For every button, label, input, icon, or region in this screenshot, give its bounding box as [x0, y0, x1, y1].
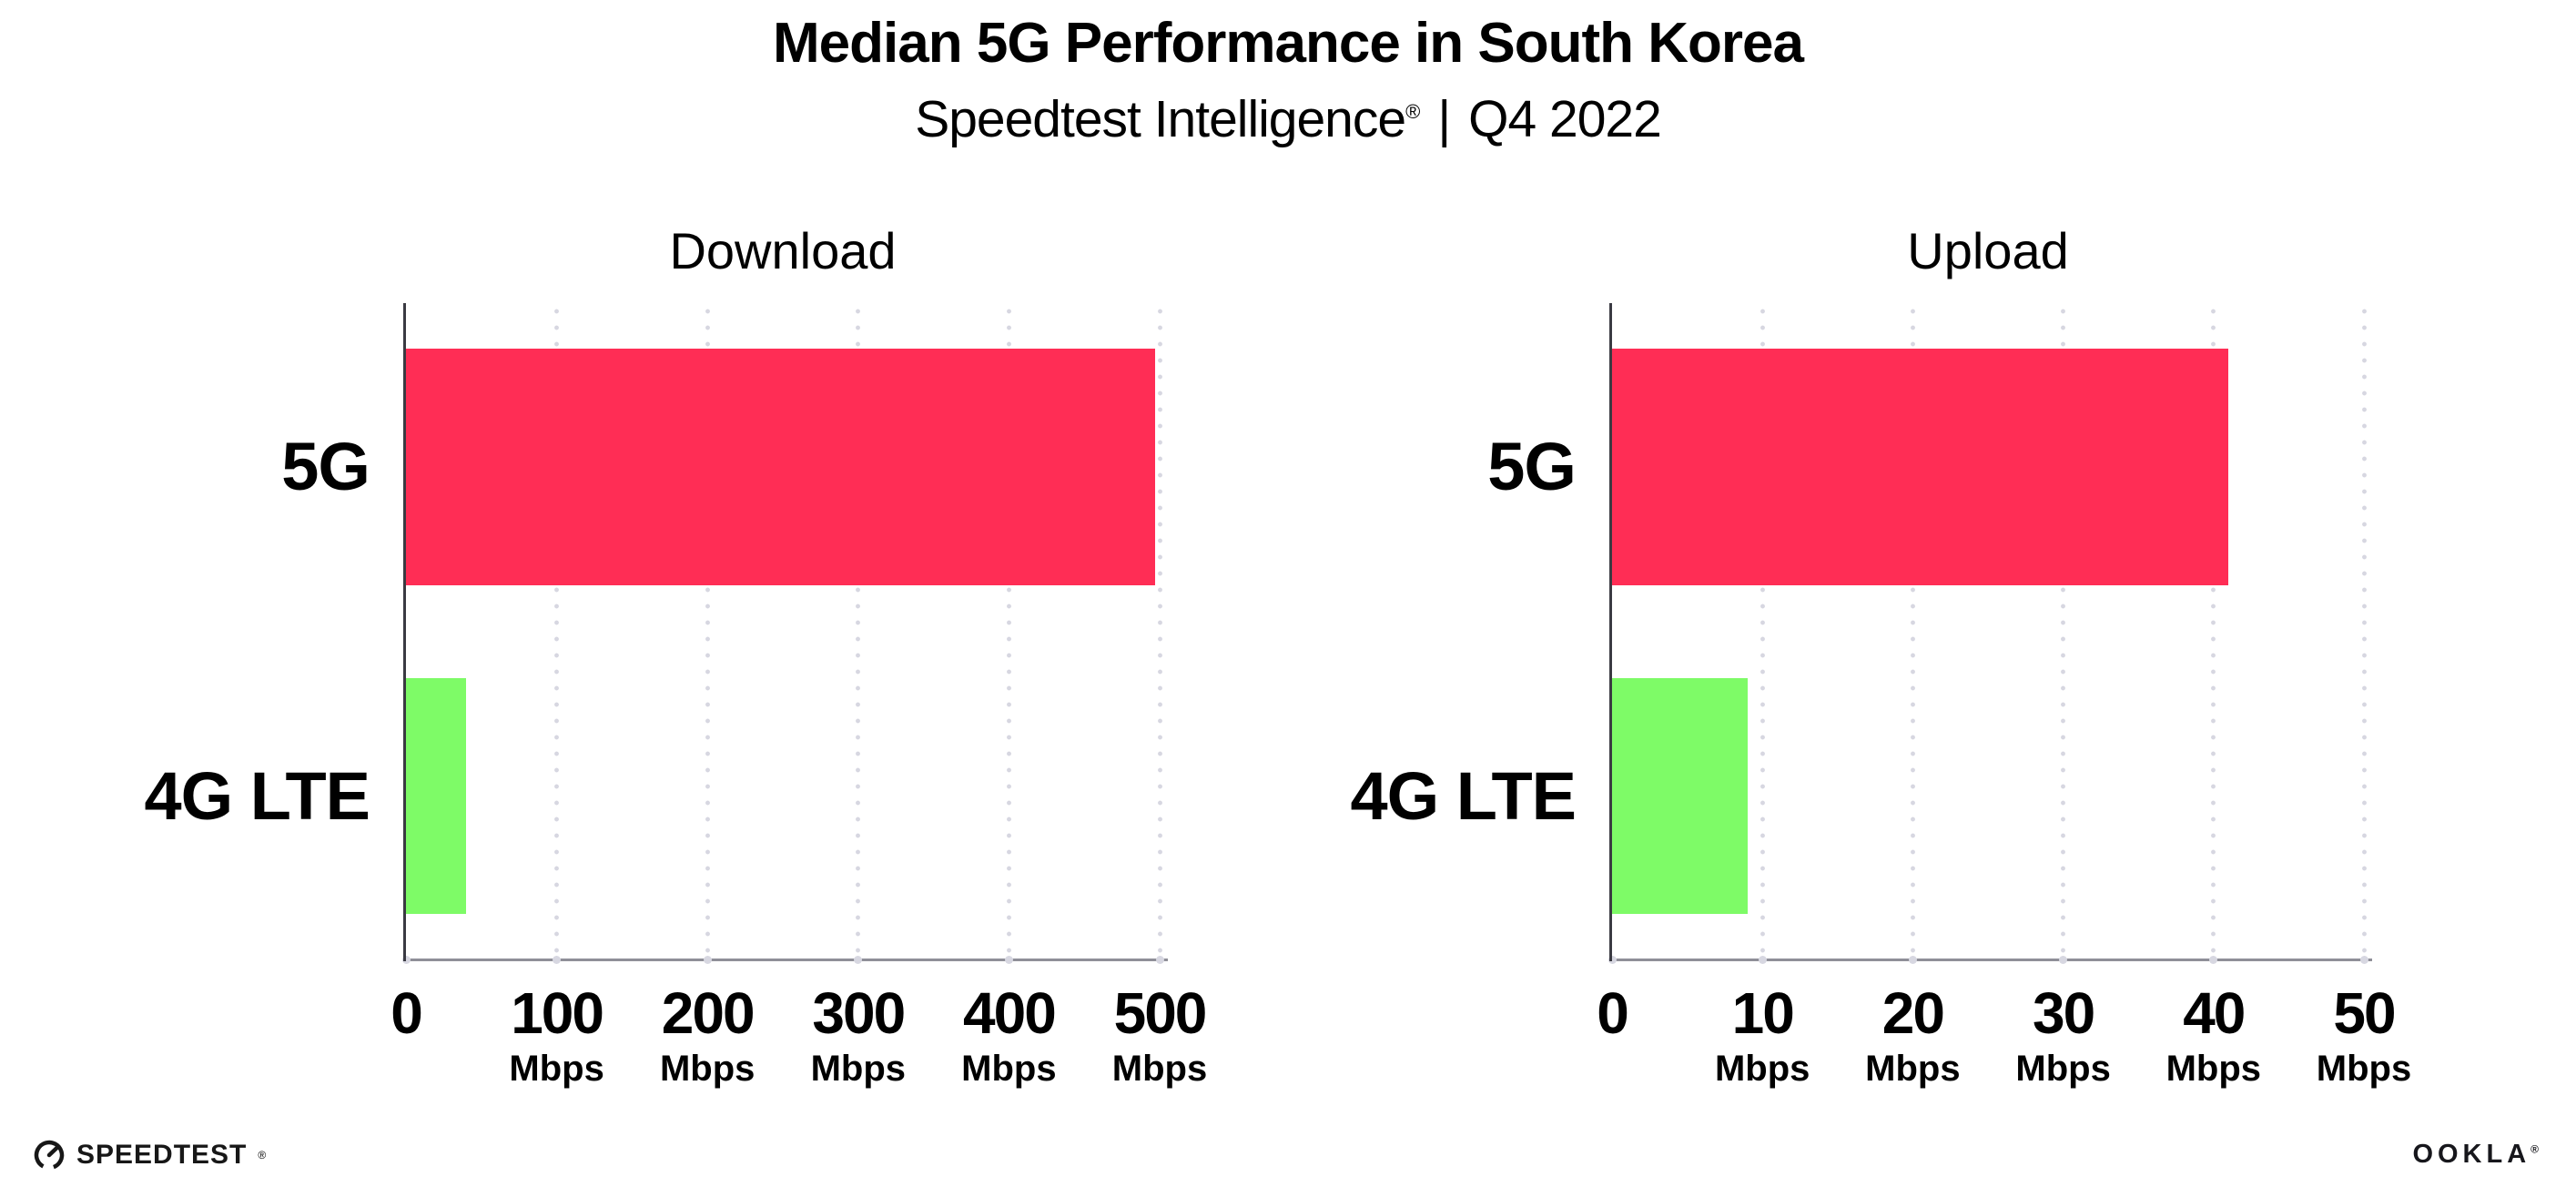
bar-4g-lte-upload: [1612, 678, 1748, 914]
x-tick-unit: Mbps: [2316, 1049, 2412, 1089]
gridline: [856, 303, 861, 959]
gridline: [1760, 303, 1765, 959]
category-label-4g-lte: 4G LTE: [144, 757, 370, 834]
subtitle-separator: |: [1437, 90, 1451, 148]
gridline: [1006, 303, 1011, 959]
axis-tick-dot: [854, 956, 863, 964]
chart-title: Upload: [1907, 222, 2069, 279]
x-tick-label: 400: [963, 980, 1057, 1046]
x-tick-unit: Mbps: [509, 1049, 604, 1089]
gridline: [705, 303, 710, 959]
x-tick-label: 10: [1731, 980, 1795, 1046]
category-label-4g-lte: 4G LTE: [1350, 757, 1577, 834]
speedtest-trademark: ®: [258, 1149, 267, 1161]
x-tick-label: 0: [390, 980, 423, 1046]
bar-5g-download: [406, 349, 1156, 585]
x-tick-unit: Mbps: [1865, 1049, 1961, 1089]
speedtest-logo: SPEEDTEST ®: [33, 1134, 266, 1176]
axis-tick-dot: [1607, 956, 1617, 964]
x-tick-unit: Mbps: [961, 1049, 1057, 1089]
subtitle-brand: Speedtest Intelligence: [915, 90, 1406, 148]
x-tick-label: 20: [1881, 980, 1945, 1046]
x-tick-unit: Mbps: [2015, 1049, 2111, 1089]
axis-tick-dot: [1908, 956, 1917, 964]
x-tick-unit: Mbps: [810, 1049, 907, 1089]
speedtest-wordmark: SPEEDTEST: [76, 1140, 248, 1170]
x-tick-label: 100: [511, 980, 604, 1046]
axis-tick-dot: [401, 956, 411, 964]
category-label-5g: 5G: [1487, 429, 1577, 504]
y-axis-line: [1609, 303, 1612, 961]
axis-tick-dot: [1004, 956, 1013, 964]
x-tick-unit: Mbps: [1714, 1049, 1810, 1089]
gridline: [2361, 303, 2367, 959]
x-tick-label: 0: [1597, 980, 1629, 1046]
bar-4g-lte-download: [406, 678, 467, 914]
gridline: [554, 303, 560, 959]
category-label-5g: 5G: [281, 429, 370, 504]
ookla-trademark: ®: [2530, 1142, 2543, 1156]
x-tick-label: 50: [2333, 980, 2396, 1046]
x-tick-unit: Mbps: [2165, 1049, 2262, 1089]
x-tick-label: 200: [661, 980, 756, 1046]
bar-5g-upload: [1612, 349, 2229, 585]
axis-tick-dot: [703, 956, 712, 964]
axis-tick-dot: [553, 956, 562, 964]
x-tick-label: 500: [1113, 980, 1208, 1046]
x-axis-line: [403, 959, 1168, 961]
x-tick-label: 30: [2033, 980, 2095, 1046]
axis-tick-dot: [2359, 956, 2368, 964]
ookla-wordmark: OOKLA: [2412, 1140, 2531, 1169]
page-subtitle: Speedtest Intelligence® | Q4 2022: [0, 89, 2576, 149]
axis-tick-dot: [2059, 956, 2068, 964]
gridline: [2061, 303, 2066, 959]
x-tick-unit: Mbps: [1111, 1049, 1208, 1089]
axis-tick-dot: [1155, 956, 1164, 964]
gridline: [1910, 303, 1915, 959]
axis-tick-dot: [1758, 956, 1767, 964]
x-axis-line: [1609, 959, 2372, 961]
y-axis-line: [403, 303, 406, 961]
x-tick-label: 300: [812, 980, 906, 1046]
gridline: [2211, 303, 2216, 959]
x-tick-label: 40: [2183, 980, 2246, 1046]
ookla-logo: OOKLA®: [2412, 1140, 2543, 1170]
subtitle-period: Q4 2022: [1468, 90, 1662, 148]
page-title: Median 5G Performance in South Korea: [773, 12, 1804, 75]
chart-title: Download: [669, 222, 897, 279]
axis-tick-dot: [2209, 956, 2218, 964]
registered-mark: ®: [1405, 100, 1420, 123]
gridline: [1157, 303, 1162, 959]
speedtest-gauge-icon: [34, 1140, 65, 1171]
x-tick-unit: Mbps: [659, 1049, 756, 1089]
